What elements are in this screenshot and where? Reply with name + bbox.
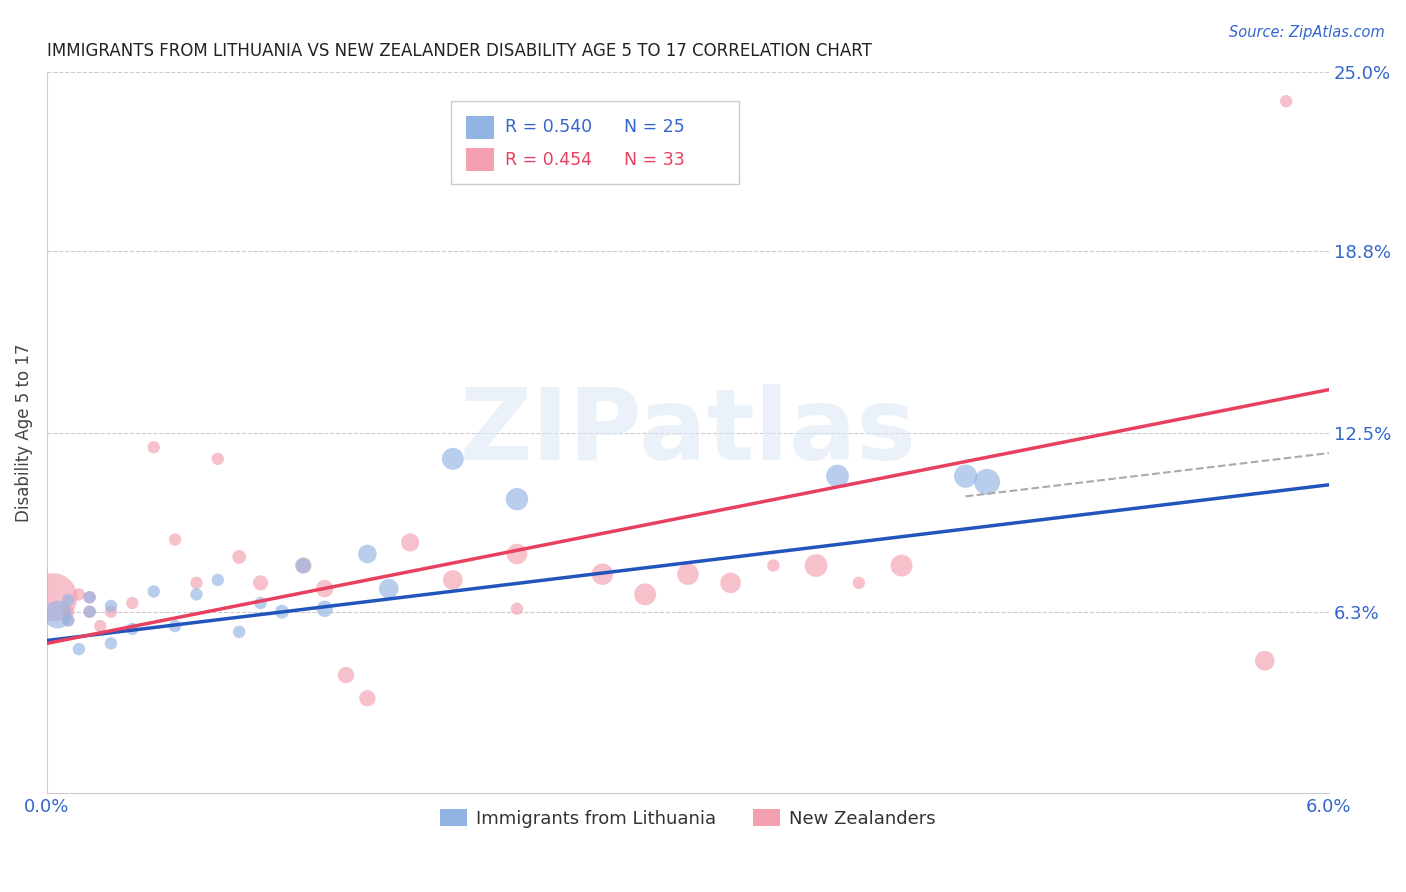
Point bbox=[79, 591, 101, 605]
Legend: Immigrants from Lithuania, New Zealanders: Immigrants from Lithuania, New Zealander… bbox=[433, 802, 942, 835]
Point bbox=[399, 535, 422, 549]
Point bbox=[207, 451, 229, 466]
Point bbox=[79, 605, 101, 619]
Point bbox=[100, 636, 122, 650]
Point bbox=[249, 596, 271, 610]
Point bbox=[292, 558, 315, 573]
Point bbox=[67, 587, 90, 601]
Y-axis label: Disability Age 5 to 17: Disability Age 5 to 17 bbox=[15, 343, 32, 522]
Bar bbox=[467, 116, 495, 139]
Text: N = 25: N = 25 bbox=[624, 119, 685, 136]
Point bbox=[79, 591, 101, 605]
Point bbox=[165, 619, 187, 633]
Point bbox=[249, 575, 271, 590]
Point bbox=[441, 451, 464, 466]
Point bbox=[506, 602, 529, 616]
Text: N = 33: N = 33 bbox=[624, 151, 685, 169]
Point bbox=[165, 533, 187, 547]
Point bbox=[506, 492, 529, 507]
Text: R = 0.540: R = 0.540 bbox=[505, 119, 592, 136]
Point bbox=[314, 602, 336, 616]
Point bbox=[271, 605, 294, 619]
Point bbox=[228, 624, 250, 639]
Point bbox=[207, 573, 229, 587]
Point bbox=[890, 558, 912, 573]
Point bbox=[100, 599, 122, 613]
Point bbox=[827, 469, 849, 483]
Text: R = 0.454: R = 0.454 bbox=[505, 151, 592, 169]
Point bbox=[1275, 95, 1298, 109]
Point bbox=[804, 558, 827, 573]
Point bbox=[848, 575, 870, 590]
Point bbox=[335, 668, 357, 682]
Point bbox=[976, 475, 998, 489]
Point bbox=[58, 593, 80, 607]
Point bbox=[1254, 654, 1277, 668]
Point bbox=[46, 607, 69, 622]
Point bbox=[591, 567, 613, 582]
Point bbox=[89, 619, 111, 633]
Point bbox=[228, 549, 250, 564]
Text: IMMIGRANTS FROM LITHUANIA VS NEW ZEALANDER DISABILITY AGE 5 TO 17 CORRELATION CH: IMMIGRANTS FROM LITHUANIA VS NEW ZEALAND… bbox=[46, 42, 872, 60]
Point bbox=[955, 469, 977, 483]
Point bbox=[121, 596, 143, 610]
Point bbox=[676, 567, 699, 582]
Point bbox=[58, 613, 80, 627]
Point bbox=[186, 575, 208, 590]
Point bbox=[292, 558, 315, 573]
Text: ZIPatlas: ZIPatlas bbox=[460, 384, 917, 482]
Point bbox=[142, 440, 165, 454]
Point bbox=[377, 582, 399, 596]
Point bbox=[67, 642, 90, 657]
Point bbox=[58, 605, 80, 619]
Text: Source: ZipAtlas.com: Source: ZipAtlas.com bbox=[1229, 25, 1385, 40]
Point bbox=[762, 558, 785, 573]
Point bbox=[58, 613, 80, 627]
Point bbox=[314, 582, 336, 596]
Bar bbox=[467, 148, 495, 171]
FancyBboxPatch shape bbox=[451, 102, 740, 184]
Point bbox=[142, 584, 165, 599]
Point bbox=[100, 605, 122, 619]
Point bbox=[506, 547, 529, 561]
Point bbox=[356, 691, 378, 706]
Point bbox=[42, 591, 65, 605]
Point bbox=[186, 587, 208, 601]
Point bbox=[441, 573, 464, 587]
Point bbox=[121, 622, 143, 636]
Point bbox=[79, 605, 101, 619]
Point bbox=[634, 587, 657, 601]
Point bbox=[356, 547, 378, 561]
Point bbox=[720, 575, 742, 590]
